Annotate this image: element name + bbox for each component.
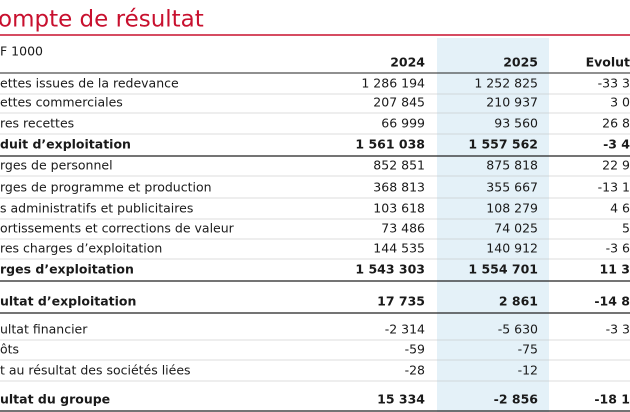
row-label: rges de personnel: [0, 158, 113, 173]
cell: 73 486: [381, 221, 425, 236]
cell: -3 4: [603, 137, 630, 152]
cell: 2 861: [499, 294, 538, 309]
cell: 875 818: [486, 158, 538, 173]
cell: 368 813: [373, 180, 425, 195]
row-label: res charges d’exploitation: [0, 241, 162, 256]
cell: -2 314: [385, 322, 425, 337]
cell: 1 543 303: [355, 262, 425, 277]
cell: -2 856: [494, 392, 539, 407]
row-label: rges d’exploitation: [0, 262, 134, 277]
cell: 108 279: [486, 201, 538, 216]
cell: -28: [405, 363, 425, 378]
row-label: ortissements et corrections de valeur: [0, 221, 235, 236]
cell: 5: [622, 221, 630, 236]
cell: -12: [518, 363, 538, 378]
cell: 210 937: [486, 95, 538, 110]
cell: 26 8: [602, 116, 630, 131]
cell: 103 618: [373, 201, 425, 216]
cell: 1 554 701: [468, 262, 538, 277]
cell: -33 3: [598, 76, 630, 91]
column-header: Evolut: [586, 55, 630, 70]
title: ompte de résultat: [0, 7, 204, 33]
cell: 11 3: [600, 262, 630, 277]
row-label: ettes commerciales: [0, 95, 123, 110]
row-label: t au résultat des sociétés liées: [0, 363, 191, 378]
cell: 852 851: [373, 158, 425, 173]
cell: -3 6: [606, 241, 630, 256]
cell: -13 1: [598, 180, 630, 195]
cell: -3 3: [606, 322, 630, 337]
cell: 74 025: [494, 221, 538, 236]
cell: 140 912: [486, 241, 538, 256]
cell: 207 845: [373, 95, 425, 110]
cell: 66 999: [381, 116, 425, 131]
cell: -14 8: [594, 294, 630, 309]
row-label: duit d’exploitation: [0, 137, 131, 152]
cell: 1 286 194: [361, 76, 425, 91]
cell: -18 1: [594, 392, 630, 407]
cell: 17 735: [377, 294, 425, 309]
row-label: res recettes: [0, 116, 74, 131]
cell: 3 0: [610, 95, 630, 110]
column-header: 2025: [503, 55, 538, 70]
cell: 15 334: [377, 392, 425, 407]
unit: F 1000: [0, 44, 43, 59]
row-label: rges de programme et production: [0, 180, 212, 195]
cell: -75: [518, 342, 538, 357]
cell: 355 667: [486, 180, 538, 195]
row-label: s administratifs et publicitaires: [0, 201, 193, 216]
cell: 22 9: [602, 158, 630, 173]
row-label: ultat d’exploitation: [0, 294, 136, 309]
cell: 1 557 562: [468, 137, 538, 152]
column-header: 2024: [390, 55, 425, 70]
cell: -5 630: [498, 322, 538, 337]
row-label: ultat du groupe: [0, 392, 110, 407]
cell: 1 561 038: [355, 137, 425, 152]
row-label: ultat financier: [0, 322, 88, 337]
row-label: ettes issues de la redevance: [0, 76, 179, 91]
cell: -59: [405, 342, 425, 357]
cell: 4 6: [610, 201, 630, 216]
cell: 1 252 825: [474, 76, 538, 91]
cell: 144 535: [373, 241, 425, 256]
highlight-column: [437, 38, 549, 412]
cell: 93 560: [494, 116, 538, 131]
row-label: ôts: [0, 342, 19, 357]
